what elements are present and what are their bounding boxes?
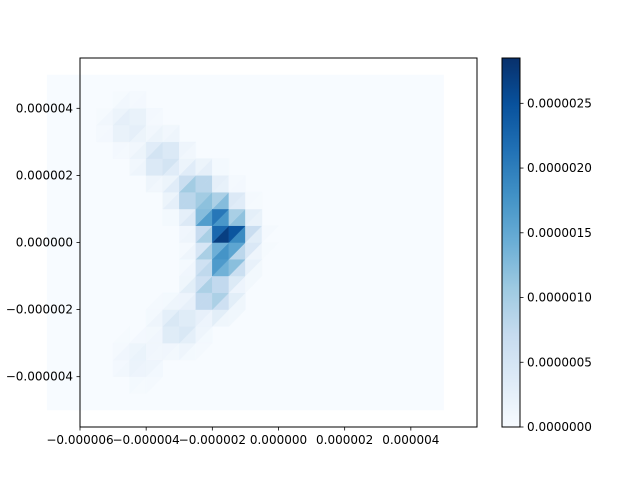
- x-tick-label: 0.000004: [382, 433, 439, 447]
- x-tick-label: −0.000004: [113, 433, 180, 447]
- mesh-cell: [228, 175, 246, 193]
- mesh-cell: [179, 141, 197, 160]
- y-axis: 0.000004 0.000002 0.000000 −0.000002 −0.0000…: [6, 101, 80, 384]
- mesh-cell: [162, 124, 180, 143]
- colorbar-tick-label: 0.0000005: [527, 355, 592, 369]
- mesh-cell: [112, 325, 130, 344]
- x-tick-label: 0.000000: [250, 433, 307, 447]
- colorbar-tick-label: 0.0000025: [527, 96, 592, 110]
- mesh-cell: [195, 158, 213, 176]
- x-tick-label: 0.000002: [316, 433, 373, 447]
- colorbar: [501, 57, 521, 428]
- colorbar-gradient: [501, 57, 521, 428]
- mesh-cell: [261, 242, 279, 260]
- colorbar-tick-label: 0.0000015: [527, 226, 592, 240]
- y-tick-label: 0.000004: [16, 101, 73, 115]
- x-axis: −0.000006−0.000004−0.000002 0.000000 0.000…: [46, 427, 439, 447]
- heatmap-mesh: [96, 91, 279, 394]
- mesh-cell: [112, 91, 131, 109]
- mesh-cell: [162, 292, 180, 311]
- mesh-cell: [129, 91, 147, 109]
- y-tick-label: 0.000000: [16, 236, 73, 250]
- mesh-cell: [261, 225, 279, 243]
- y-tick-label: −0.000004: [6, 370, 73, 384]
- mesh-cell: [245, 191, 263, 210]
- mesh-cell: [145, 108, 164, 126]
- colorbar-tick-label: 0.0000000: [527, 420, 592, 434]
- mesh-cell: [212, 158, 230, 176]
- y-tick-label: 0.000002: [16, 168, 73, 182]
- colorbar-tick-label: 0.0000020: [527, 161, 592, 175]
- colorbar-ticks: 0.0000000 0.0000005 0.0000010 0.0000015 0.00…: [520, 96, 592, 434]
- mesh-cell: [96, 108, 114, 126]
- colorbar-tick-label: 0.0000010: [527, 291, 592, 305]
- x-tick-label: −0.000006: [46, 433, 113, 447]
- x-tick-label: −0.000002: [179, 433, 246, 447]
- y-tick-label: −0.000002: [6, 303, 73, 317]
